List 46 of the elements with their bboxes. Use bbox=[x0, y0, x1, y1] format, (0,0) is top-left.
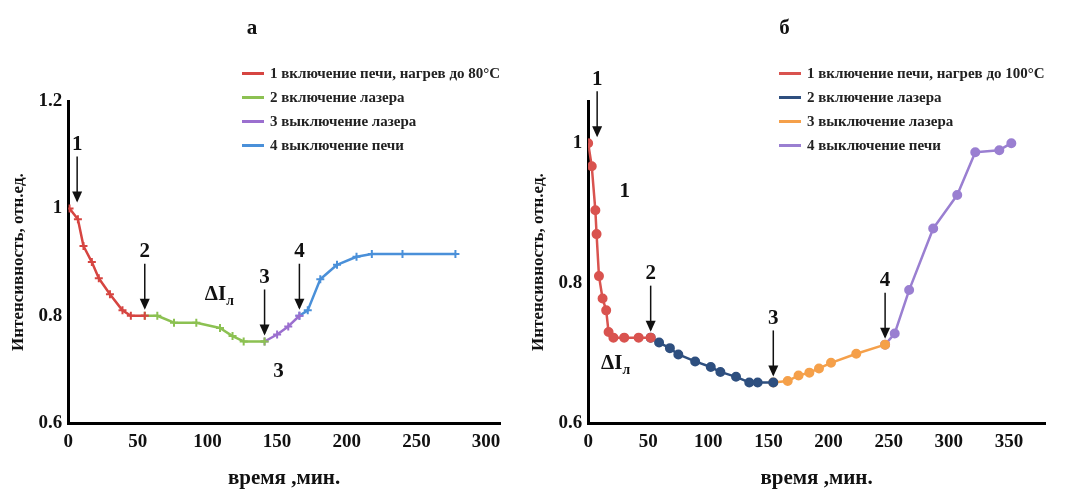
x-tick-label: 100 bbox=[193, 430, 222, 452]
annotation: 3 bbox=[273, 357, 284, 382]
x-tick-label: 200 bbox=[332, 430, 362, 452]
legend-label: 2 включение лазера bbox=[270, 88, 405, 108]
legend-label: 1 включение печи, нагрев до 100°C bbox=[807, 64, 1045, 84]
annotation: 4 bbox=[294, 238, 306, 263]
x-axis-title: время ,мин. bbox=[227, 464, 341, 489]
legend-label: 3 выключение лазера bbox=[270, 112, 417, 132]
x-tick-label: 300 bbox=[471, 430, 501, 452]
x-tick-label: 300 bbox=[934, 430, 964, 452]
x-axis-title: время ,мин. bbox=[760, 464, 873, 489]
x-tick-label: 150 bbox=[262, 430, 292, 452]
x-tick-label: 200 bbox=[814, 430, 843, 452]
x-tick-label: 0 bbox=[63, 430, 73, 452]
y-axis-title: Интенсивность, отн.ед. bbox=[527, 173, 547, 351]
x-tick-label: 250 bbox=[874, 430, 903, 452]
chart-title: а bbox=[246, 15, 258, 40]
x-tick-label: 100 bbox=[694, 430, 723, 452]
y-tick-label: 0.6 bbox=[38, 410, 63, 432]
annotation: 4 bbox=[879, 267, 891, 292]
legend-label: 4 выключение печи bbox=[270, 136, 404, 156]
x-tick-label: 150 bbox=[754, 430, 783, 452]
annotation: 1 bbox=[619, 177, 630, 202]
annotation: 2 bbox=[645, 260, 656, 285]
y-tick-label: 1 bbox=[52, 196, 63, 218]
legend-label: 2 включение лазера bbox=[807, 88, 942, 108]
x-tick-label: 50 bbox=[128, 430, 148, 452]
y-tick-label: 0.8 bbox=[558, 270, 583, 292]
legend-label: 3 выключение лазера bbox=[807, 112, 954, 132]
y-tick-label: 1.2 bbox=[38, 89, 63, 111]
annotation: 3 bbox=[768, 304, 779, 329]
text: 1 bbox=[591, 65, 603, 90]
x-tick-label: 0 bbox=[583, 430, 593, 452]
x-tick-label: 350 bbox=[994, 430, 1024, 452]
y-tick-label: 0.6 bbox=[558, 410, 583, 432]
legend-label: 1 включение печи, нагрев до 80°C bbox=[270, 64, 501, 84]
annotation: 3 bbox=[259, 263, 270, 288]
legend-label: 4 выключение печи bbox=[807, 136, 941, 156]
x-tick-label: 250 bbox=[402, 430, 431, 452]
y-tick-label: 1 bbox=[572, 131, 583, 153]
chart-title: б bbox=[779, 15, 790, 40]
annotation: 1 bbox=[71, 130, 83, 155]
x-tick-label: 50 bbox=[638, 430, 658, 452]
annotation: 2 bbox=[139, 238, 151, 263]
y-tick-label: 0.8 bbox=[38, 303, 63, 325]
y-axis-title: Интенсивность, отн.ед. bbox=[7, 173, 27, 351]
